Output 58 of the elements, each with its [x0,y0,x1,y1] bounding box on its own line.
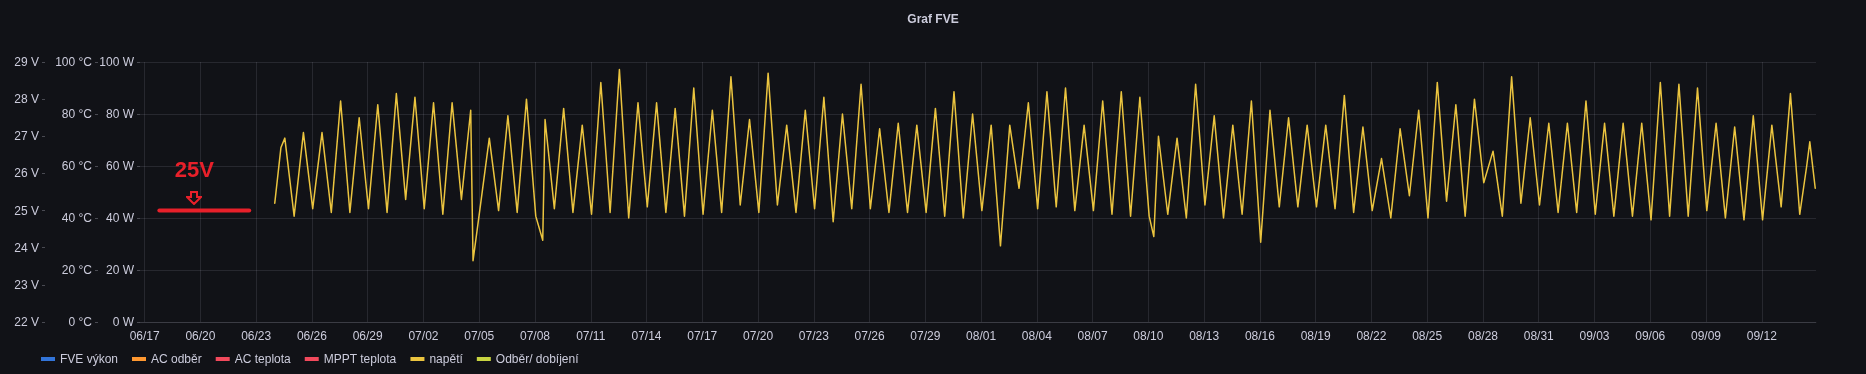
x-tick-label: 07/20 [743,329,774,343]
y-tick-label: 60 W [105,159,135,173]
y3-tick-label: 29 V [14,55,39,69]
x-tick-label: 08/28 [1467,329,1499,343]
x-tick-label: 08/04 [1021,329,1053,343]
x-tick-label: 08/22 [1356,329,1387,343]
y2-tick-label: 20 °C [61,263,93,277]
chart-title: Graf FVE [907,12,959,26]
annotation: 25V [174,156,214,183]
x-tick-label: 06/26 [296,329,328,343]
y2-tick-label: 0 °C [68,315,93,329]
y-tick-label: 0 W [112,315,135,329]
x-tick-label: 07/26 [854,329,885,343]
legend-label: MPPT teplota [323,352,397,366]
x-tick-label: 09/09 [1691,329,1722,343]
x-tick-label: 07/23 [798,329,830,343]
x-tick-label: 07/11 [576,329,606,343]
y-tick-label: 20 W [105,263,135,277]
x-tick-label: 07/02 [408,329,439,343]
legend-label: AC teplota [234,352,292,366]
x-tick-label: 07/08 [519,329,551,343]
y2-tick-label: 80 °C [61,107,93,121]
y2-tick-label: 60 °C [61,159,93,173]
y-tick-label: 100 W [99,55,135,69]
y2-tick-label: 100 °C [55,55,93,69]
x-tick-label: 06/23 [241,329,272,343]
x-tick-label: 08/19 [1300,329,1332,343]
y3-tick-label: 22 V [14,315,39,329]
x-tick-label: 08/25 [1412,329,1443,343]
legend-label: napětí [429,352,464,366]
x-tick-label: 07/29 [910,329,941,343]
x-tick-label: 08/31 [1523,329,1555,343]
x-tick-label: 09/12 [1746,329,1778,343]
x-tick-label: 08/16 [1244,329,1276,343]
y-tick-label: 40 W [105,211,135,225]
y3-tick-label: 26 V [14,166,39,181]
x-tick-label: 06/17 [129,329,160,343]
y-tick-label: 80 W [105,107,135,121]
legend-label: Odběr/ dobíjení [495,352,580,366]
y3-tick-label: 25 V [14,203,39,218]
x-tick-label: 09/03 [1579,329,1610,343]
x-tick-label: 07/14 [631,329,662,343]
y3-tick-label: 27 V [14,129,39,144]
legend-label: AC odběr [151,352,202,366]
x-tick-label: 08/13 [1189,329,1220,343]
x-tick-label: 06/20 [185,329,216,343]
x-tick-label: 07/05 [464,329,495,343]
y2-tick-label: 40 °C [61,211,93,225]
y3-tick-label: 23 V [14,277,39,292]
x-tick-label: 08/10 [1133,329,1164,343]
x-tick-label: 06/29 [352,329,384,343]
legend-label: FVE výkon [60,352,119,366]
y3-tick-label: 28 V [14,92,39,107]
x-tick-label: 07/17 [687,329,718,343]
x-tick-label: 08/07 [1077,329,1108,343]
y3-tick-label: 24 V [14,240,39,255]
x-tick-label: 09/06 [1635,329,1666,343]
x-tick-label: 08/01 [966,329,997,343]
